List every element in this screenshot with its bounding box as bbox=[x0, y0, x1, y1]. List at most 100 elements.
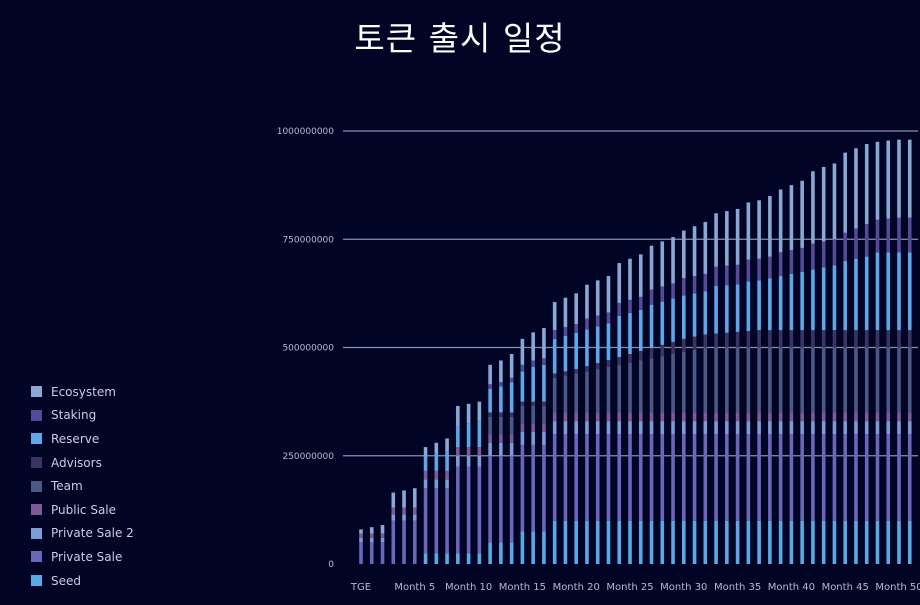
bar-segment-ecosystem bbox=[746, 202, 751, 260]
bar-segment-staking bbox=[746, 259, 751, 282]
legend-item[interactable]: Staking bbox=[31, 404, 134, 428]
bar-segment-public-sale bbox=[445, 470, 449, 480]
bar-segment-advisors bbox=[488, 412, 492, 417]
bar-segment-private-sale-2 bbox=[682, 421, 686, 435]
bar-segment-ecosystem bbox=[757, 200, 761, 259]
bar-segment-team bbox=[660, 356, 665, 413]
bar-segment-private-sale bbox=[531, 444, 535, 532]
legend-item[interactable]: Private Sale 2 bbox=[31, 522, 134, 546]
bar-segment-private-sale bbox=[875, 434, 880, 521]
bar-segment-team bbox=[897, 347, 901, 413]
bar-segment-public-sale bbox=[875, 412, 880, 422]
legend-item[interactable]: Public Sale bbox=[31, 498, 134, 522]
bar-stack bbox=[477, 401, 482, 564]
bar-segment-private-sale-2 bbox=[456, 455, 460, 467]
bar-segment-staking bbox=[789, 250, 794, 274]
legend-label: Private Sale bbox=[51, 549, 123, 564]
bar-stack bbox=[714, 213, 718, 564]
bar-segment-team bbox=[864, 347, 869, 413]
bar-stack bbox=[660, 241, 665, 564]
bar-segment-ecosystem bbox=[477, 401, 482, 422]
legend-item[interactable]: Ecosystem bbox=[31, 380, 134, 404]
bar-segment-private-sale-2 bbox=[671, 421, 675, 435]
bar-segment-reserve bbox=[520, 371, 525, 402]
bar-segment-ecosystem bbox=[434, 442, 439, 454]
bar-segment-reserve bbox=[768, 278, 772, 331]
bar-segment-reserve bbox=[714, 286, 718, 334]
bar-segment-public-sale bbox=[574, 412, 578, 422]
bar-segment-team bbox=[821, 347, 826, 413]
bar-stack bbox=[595, 280, 600, 564]
bar-segment-public-sale bbox=[585, 412, 589, 422]
bar-segment-ecosystem bbox=[886, 140, 891, 219]
bar-stack bbox=[520, 338, 525, 564]
bar-segment-team bbox=[907, 347, 912, 413]
bar-segment-ecosystem bbox=[488, 364, 492, 385]
bar-segment-public-sale bbox=[660, 412, 665, 422]
bar-segment-staking bbox=[811, 243, 815, 270]
bar-stack bbox=[789, 185, 794, 564]
bar-segment-ecosystem bbox=[552, 302, 557, 331]
bar-stack bbox=[423, 447, 428, 564]
bar-segment-private-sale bbox=[423, 488, 428, 554]
bar-segment-ecosystem bbox=[617, 263, 622, 303]
legend-item[interactable]: Advisors bbox=[31, 451, 134, 475]
bar-segment-advisors bbox=[811, 330, 815, 348]
bar-segment-private-sale bbox=[864, 434, 869, 521]
bar-segment-advisors bbox=[671, 341, 675, 354]
legend-item[interactable]: Reserve bbox=[31, 427, 134, 451]
bar-segment-seed bbox=[832, 520, 837, 564]
bar-segment-ecosystem bbox=[735, 208, 740, 265]
bar-segment-seed bbox=[886, 520, 891, 564]
bar-stack bbox=[509, 353, 514, 564]
bar-segment-advisors bbox=[563, 371, 568, 376]
bar-segment-public-sale bbox=[800, 412, 804, 422]
bar-segment-seed bbox=[617, 520, 622, 564]
bar-segment-private-sale bbox=[843, 434, 847, 521]
bar-segment-seed bbox=[864, 520, 869, 564]
bar-segment-ecosystem bbox=[423, 447, 428, 456]
bar-segment-team bbox=[563, 375, 568, 413]
bar-segment-public-sale bbox=[897, 412, 901, 422]
bar-segment-advisors bbox=[907, 330, 912, 348]
bar-segment-private-sale-2 bbox=[757, 421, 761, 435]
legend-swatch bbox=[31, 386, 42, 398]
bar-segment-advisors bbox=[520, 401, 525, 406]
bar-segment-staking bbox=[585, 318, 589, 330]
bar-segment-advisors bbox=[800, 330, 804, 348]
bar-stack bbox=[638, 254, 643, 564]
bar-segment-private-sale bbox=[617, 434, 622, 521]
bar-segment-seed bbox=[488, 542, 492, 564]
bar-segment-seed bbox=[811, 520, 815, 564]
bar-segment-ecosystem bbox=[466, 403, 471, 424]
bar-segment-team bbox=[617, 364, 622, 413]
bar-segment-reserve bbox=[886, 252, 891, 331]
legend-swatch bbox=[31, 575, 42, 587]
legend-item[interactable]: Team bbox=[31, 474, 134, 498]
bar-stack bbox=[445, 438, 449, 564]
bar-segment-advisors bbox=[499, 412, 503, 417]
bar-segment-ecosystem bbox=[391, 492, 396, 508]
bar-segment-ecosystem bbox=[832, 163, 837, 240]
bar-segment-advisors bbox=[638, 350, 643, 361]
bar-stack bbox=[757, 200, 761, 564]
bar-segment-reserve bbox=[488, 388, 492, 413]
bar-segment-staking bbox=[757, 258, 761, 281]
legend-item[interactable]: Seed bbox=[31, 569, 134, 593]
bar-segment-staking bbox=[692, 276, 697, 294]
bar-segment-private-sale bbox=[499, 455, 503, 543]
bar-segment-public-sale bbox=[466, 447, 471, 456]
bar-segment-reserve bbox=[499, 386, 503, 413]
bar-segment-private-sale-2 bbox=[542, 431, 546, 445]
bar-segment-reserve bbox=[466, 423, 471, 448]
bar-segment-seed bbox=[434, 553, 439, 564]
legend-item[interactable]: Private Sale bbox=[31, 545, 134, 569]
bar-segment-team bbox=[606, 366, 611, 413]
bar-segment-team bbox=[843, 347, 847, 413]
bar-segment-advisors bbox=[509, 412, 514, 417]
bar-segment-private-sale-2 bbox=[606, 421, 611, 435]
bar-segment-seed bbox=[897, 520, 901, 564]
bar-segment-reserve bbox=[875, 252, 880, 331]
bar-segment-reserve bbox=[434, 453, 439, 471]
